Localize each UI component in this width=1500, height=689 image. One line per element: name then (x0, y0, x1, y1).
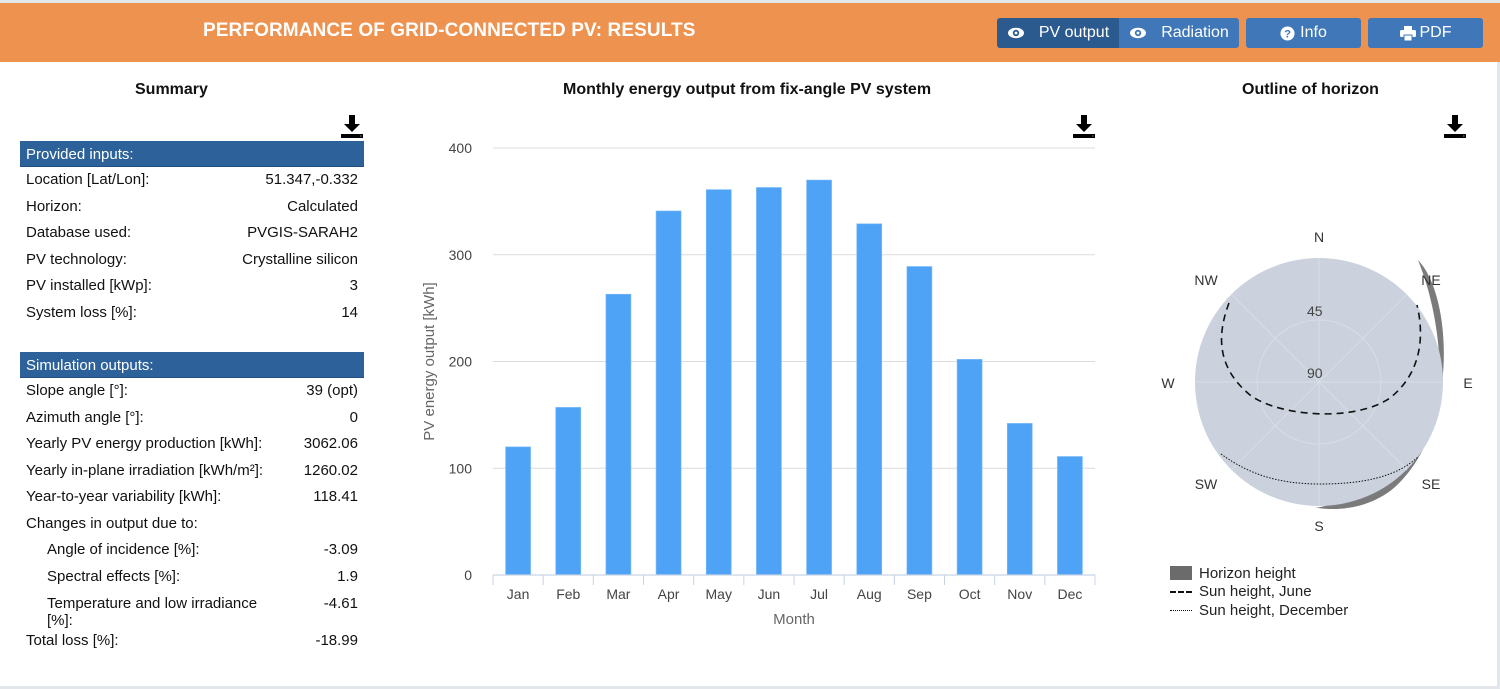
horizon-legend: Horizon height Sun height, June Sun heig… (1170, 564, 1348, 620)
chart-title: Monthly energy output from fix-angle PV … (563, 81, 932, 98)
eye-icon (1007, 27, 1024, 39)
x-tick-label: Sep (907, 586, 932, 602)
direction-se: SE (1422, 476, 1441, 492)
summary-row: Azimuth angle [°]: 0 (26, 408, 358, 426)
y-axis-label: PV energy output [kWh] (421, 282, 438, 440)
summary-row: Angle of incidence [%]: -3.09 (47, 541, 358, 558)
legend-item: Sun height, June (1170, 583, 1348, 602)
bar-may[interactable] (705, 189, 732, 576)
info-label: Info (1300, 24, 1327, 41)
summary-row: Horizon: Calculated (26, 197, 358, 215)
direction-w: W (1161, 375, 1175, 391)
summary-row: Changes in output due to: (26, 514, 198, 532)
provided-inputs-heading: Provided inputs: (20, 141, 364, 167)
x-tick-label: Mar (606, 586, 630, 602)
summary-row: Total loss [%]: -18.99 (26, 632, 358, 649)
bar-dec[interactable] (1057, 456, 1083, 576)
dotted-line-swatch (1170, 609, 1192, 611)
horizon-swatch (1170, 566, 1192, 581)
x-tick-label: Jan (507, 586, 530, 602)
x-tick-label: May (706, 586, 732, 602)
x-tick-label: Feb (556, 586, 580, 602)
top-border (0, 0, 1500, 3)
bar-jul[interactable] (806, 179, 832, 576)
summary-row: System loss [%]: 14 (26, 303, 358, 321)
y-tick-label: 100 (449, 460, 473, 476)
question-circle-icon: ? (1280, 25, 1295, 40)
bar-apr[interactable] (655, 210, 682, 576)
summary-row: Year-to-year variability [kWh]: 118.41 (26, 488, 358, 505)
bar-feb[interactable] (555, 407, 582, 576)
x-tick-label: Oct (959, 586, 981, 602)
bar-aug[interactable] (856, 223, 883, 576)
info-button[interactable]: ? Info (1246, 18, 1361, 48)
bottom-border (0, 686, 1500, 689)
svg-text:?: ? (1284, 28, 1291, 40)
results-header: PERFORMANCE OF GRID-CONNECTED PV: RESULT… (0, 3, 1500, 62)
x-tick-label: Nov (1007, 586, 1032, 602)
y-tick-label: 200 (449, 354, 473, 370)
y-tick-label: 0 (464, 567, 472, 583)
y-tick-label: 400 (449, 140, 473, 156)
horizon-height-area (1315, 260, 1444, 510)
x-tick-label: Apr (658, 586, 680, 602)
summary-row: Yearly in-plane irradiation [kWh/m²]: 126… (26, 461, 358, 479)
direction-ne: NE (1421, 272, 1440, 288)
summary-row: Slope angle [°]: 39 (opt) (26, 382, 358, 399)
eye-icon (1130, 27, 1147, 39)
x-tick-label: Dec (1057, 586, 1082, 602)
simulation-outputs-heading: Simulation outputs: (20, 352, 364, 378)
radiation-label: Radiation (1161, 24, 1229, 41)
legend-item: Sun height, December (1170, 601, 1348, 620)
download-icon[interactable] (341, 115, 363, 139)
bar-oct[interactable] (956, 359, 983, 576)
x-axis-label: Month (773, 611, 815, 628)
y-tick-label: 300 (449, 247, 473, 263)
direction-e: E (1463, 375, 1472, 391)
bar-sep[interactable] (906, 266, 933, 576)
direction-nw: NW (1194, 272, 1218, 288)
summary-row: Temperature and low irradiance [%]: -4.61 (47, 595, 358, 629)
summary-row: Location [Lat/Lon]: 51.347,-0.332 (26, 171, 358, 188)
summary-table: Provided inputs: Location [Lat/Lon]: 51.3… (20, 141, 364, 655)
summary-row: PV installed [kWp]: 3 (26, 277, 358, 294)
horizon-polar-chart: 45 90 N NE E SE S SW W NW (1161, 229, 1472, 534)
direction-s: S (1314, 518, 1323, 534)
summary-row: Spectral effects [%]: 1.9 (47, 567, 358, 585)
page-title: PERFORMANCE OF GRID-CONNECTED PV: RESULT… (203, 20, 696, 41)
summary-row: PV technology: Crystalline silicon (26, 250, 358, 268)
summary-title: Summary (135, 81, 208, 98)
bar-jun[interactable] (756, 187, 782, 576)
summary-row: Database used: PVGIS-SARAH2 (26, 224, 358, 241)
pv-output-label: PV output (1038, 24, 1110, 41)
right-border (1497, 62, 1500, 686)
bar-jan[interactable] (505, 446, 531, 576)
sun-path-june (1220, 302, 1422, 415)
radial-tick-90: 90 (1307, 365, 1323, 381)
horizon-title: Outline of horizon (1242, 81, 1379, 98)
sun-path-december (1220, 453, 1419, 485)
pdf-label: PDF (1419, 24, 1452, 41)
radial-tick-45: 45 (1307, 303, 1323, 319)
x-tick-label: Jul (810, 586, 828, 602)
pv-output-button[interactable]: PV output (997, 18, 1119, 48)
bar-mar[interactable] (605, 293, 632, 576)
bar-nov[interactable] (1006, 423, 1033, 576)
download-icon[interactable] (1073, 115, 1095, 139)
direction-sw: SW (1195, 476, 1218, 492)
direction-n: N (1314, 229, 1324, 245)
x-tick-label: Aug (857, 586, 882, 602)
x-tick-label: Jun (758, 586, 781, 602)
download-icon[interactable] (1444, 115, 1466, 139)
legend-item: Horizon height (1170, 564, 1348, 583)
summary-row: Yearly PV energy production [kWh]: 3062.0… (26, 435, 358, 452)
radiation-button[interactable]: Radiation (1119, 18, 1239, 48)
dashed-line-swatch (1170, 590, 1192, 593)
print-icon (1399, 25, 1416, 41)
monthly-energy-bar-chart: 0 100 200 300 400 Jan Feb Mar Apr May Jun Jul Aug Sep… (421, 140, 1096, 628)
pdf-button[interactable]: PDF (1368, 18, 1483, 48)
